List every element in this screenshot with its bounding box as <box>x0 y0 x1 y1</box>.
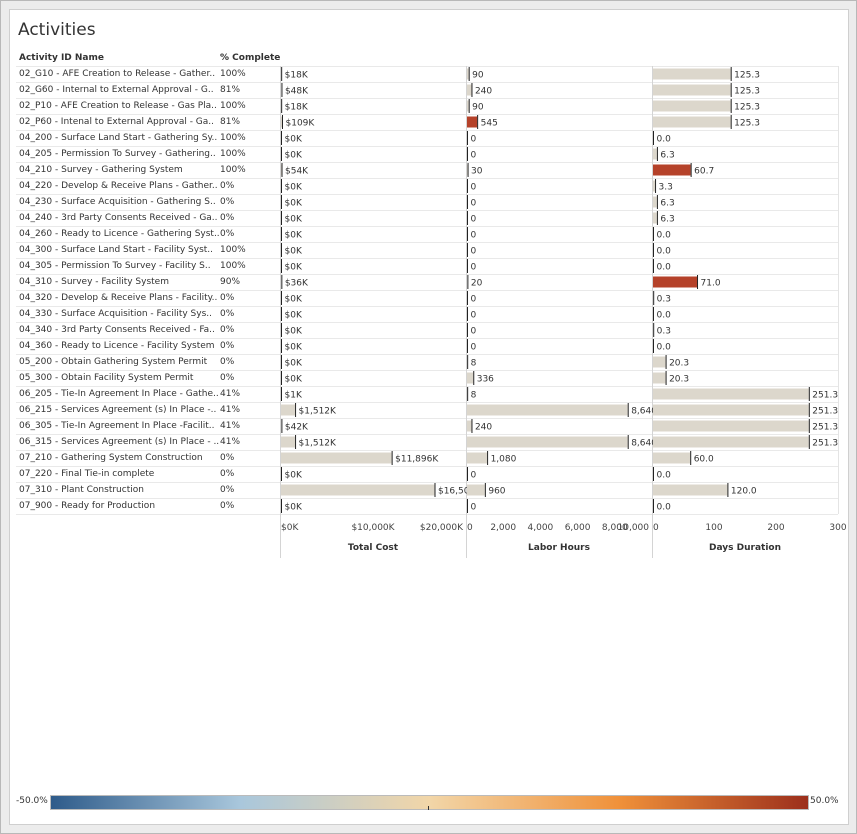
activity-name: 07_220 - Final Tie-in complete <box>19 469 155 479</box>
dashboard-panel <box>9 9 849 825</box>
activity-name: 04_320 - Develop & Receive Plans - Facil… <box>19 293 218 303</box>
activity-name: 04_205 - Permission To Survey - Gatherin… <box>19 149 216 159</box>
pct-complete-value: 100% <box>220 101 246 111</box>
activity-name: 06_305 - Tie-In Agreement In Place -Faci… <box>19 421 215 431</box>
pct-complete-value: 81% <box>220 85 241 95</box>
activity-column-header[interactable]: Activity ID Name <box>19 53 104 63</box>
pct-complete-column-header[interactable]: % Complete <box>220 53 281 63</box>
activity-name: 02_G60 - Internal to External Approval -… <box>19 85 214 95</box>
activity-name: 02_P60 - Intenal to External Approval - … <box>19 117 215 127</box>
activity-name: 05_200 - Obtain Gathering System Permit <box>19 357 208 367</box>
pct-complete-value: 100% <box>220 165 246 175</box>
pct-complete-value: 0% <box>220 357 235 367</box>
pct-complete-value: 0% <box>220 309 235 319</box>
activity-name: 07_900 - Ready for Production <box>19 501 156 511</box>
activity-name: 04_300 - Surface Land Start - Facility S… <box>19 245 214 255</box>
color-legend-gradient[interactable] <box>50 795 809 810</box>
activity-name: 06_315 - Services Agreement (s) In Place… <box>19 437 220 447</box>
pct-complete-value: 0% <box>220 453 235 463</box>
activity-name: 06_215 - Services Agreement (s) In Place… <box>19 405 217 415</box>
pct-complete-value: 0% <box>220 229 235 239</box>
activity-name: 07_210 - Gathering System Construction <box>19 453 203 463</box>
activity-name: 04_230 - Surface Acquisition - Gathering… <box>19 197 216 207</box>
pct-complete-value: 0% <box>220 341 235 351</box>
pct-complete-value: 0% <box>220 293 235 303</box>
activity-name: 04_240 - 3rd Party Consents Received - G… <box>19 213 218 223</box>
pct-complete-value: 0% <box>220 213 235 223</box>
activity-name: 06_205 - Tie-In Agreement In Place - Gat… <box>19 389 219 399</box>
activity-name: 07_310 - Plant Construction <box>19 485 144 495</box>
pct-complete-value: 100% <box>220 261 246 271</box>
legend-min-label: -50.0% <box>16 796 48 806</box>
activity-name: 04_305 - Permission To Survey - Facility… <box>19 261 211 271</box>
legend-max-label: 50.0% <box>810 796 839 806</box>
pct-complete-value: 100% <box>220 149 246 159</box>
activity-name: 04_330 - Surface Acquisition - Facility … <box>19 309 212 319</box>
pct-complete-value: 41% <box>220 389 241 399</box>
pct-complete-value: 41% <box>220 405 241 415</box>
pct-complete-value: 0% <box>220 469 235 479</box>
pct-complete-value: 0% <box>220 325 235 335</box>
pct-complete-value: 100% <box>220 69 246 79</box>
activity-name: 04_200 - Surface Land Start - Gathering … <box>19 133 218 143</box>
page-title: Activities <box>18 20 96 40</box>
pct-complete-value: 100% <box>220 133 246 143</box>
pct-complete-value: 100% <box>220 245 246 255</box>
pct-complete-value: 0% <box>220 373 235 383</box>
pct-complete-value: 0% <box>220 485 235 495</box>
pct-complete-value: 41% <box>220 421 241 431</box>
activity-name: 04_340 - 3rd Party Consents Received - F… <box>19 325 215 335</box>
activity-name: 04_310 - Survey - Facility System <box>19 277 169 287</box>
activity-name: 04_360 - Ready to Licence - Facility Sys… <box>19 341 215 351</box>
pct-complete-value: 0% <box>220 197 235 207</box>
activity-name: 04_210 - Survey - Gathering System <box>19 165 183 175</box>
activity-name: 04_260 - Ready to Licence - Gathering Sy… <box>19 229 220 239</box>
pct-complete-value: 90% <box>220 277 241 287</box>
pct-complete-value: 41% <box>220 437 241 447</box>
pct-complete-value: 0% <box>220 181 235 191</box>
activity-name: 05_300 - Obtain Facility System Permit <box>19 373 194 383</box>
activity-name: 02_G10 - AFE Creation to Release - Gathe… <box>19 69 216 79</box>
pct-complete-value: 0% <box>220 501 235 511</box>
legend-center-tick <box>428 806 429 810</box>
activity-name: 04_220 - Develop & Receive Plans - Gathe… <box>19 181 218 191</box>
pct-complete-value: 81% <box>220 117 241 127</box>
activity-name: 02_P10 - AFE Creation to Release - Gas P… <box>19 101 217 111</box>
